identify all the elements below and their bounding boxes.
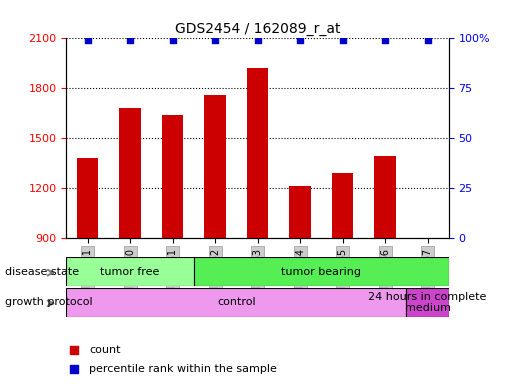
Bar — [204, 95, 225, 238]
Text: 24 hours in complete
medium: 24 hours in complete medium — [367, 291, 486, 313]
Text: tumor free: tumor free — [100, 266, 159, 277]
Text: count: count — [89, 345, 121, 355]
Point — [83, 37, 92, 43]
Point — [338, 37, 346, 43]
Text: tumor bearing: tumor bearing — [281, 266, 360, 277]
Text: growth protocol: growth protocol — [5, 297, 93, 308]
Bar — [77, 158, 98, 238]
FancyBboxPatch shape — [66, 257, 193, 286]
Text: percentile rank within the sample: percentile rank within the sample — [89, 364, 276, 374]
Point — [211, 37, 219, 43]
Point — [126, 37, 134, 43]
FancyBboxPatch shape — [406, 288, 448, 317]
Bar — [374, 156, 395, 238]
Bar — [119, 108, 140, 238]
Bar — [162, 115, 183, 238]
Point — [322, 249, 330, 255]
FancyBboxPatch shape — [193, 257, 448, 286]
Bar — [331, 173, 352, 238]
Point — [322, 82, 330, 88]
Bar — [289, 185, 310, 238]
Point — [168, 37, 176, 43]
Point — [253, 37, 261, 43]
Text: control: control — [216, 297, 255, 308]
Point — [422, 37, 431, 43]
Point — [295, 37, 303, 43]
Title: GDS2454 / 162089_r_at: GDS2454 / 162089_r_at — [175, 22, 340, 36]
Bar — [246, 68, 268, 238]
Point — [380, 37, 388, 43]
Text: disease state: disease state — [5, 266, 79, 277]
FancyBboxPatch shape — [66, 288, 406, 317]
